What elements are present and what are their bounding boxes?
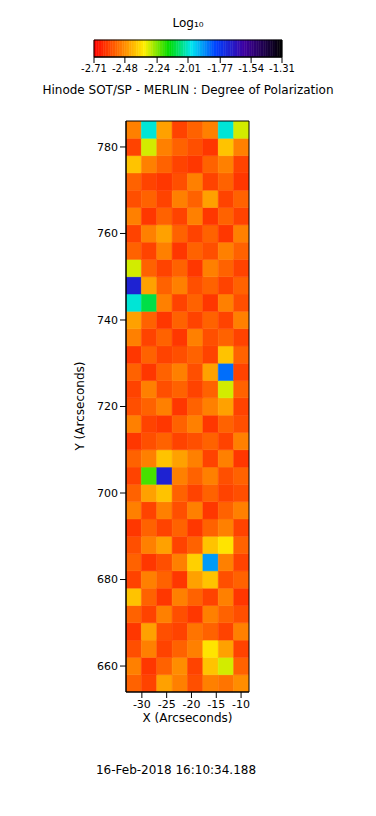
svg-text:-1.77: -1.77: [207, 63, 233, 74]
svg-text:-20: -20: [182, 698, 200, 711]
svg-text:780: 780: [97, 141, 118, 154]
svg-text:-1.54: -1.54: [238, 63, 264, 74]
svg-text:-10: -10: [232, 698, 250, 711]
svg-text:760: 760: [97, 227, 118, 240]
svg-text:-2.48: -2.48: [112, 63, 138, 74]
html-text:Y (Arcseconds): Y (Arcseconds): [73, 361, 87, 451]
svg-text:-2.24: -2.24: [144, 63, 170, 74]
svg-text:680: 680: [97, 573, 118, 586]
html-text:Hinode SOT/SP - MERLIN : Degre: Hinode SOT/SP - MERLIN : Degree of Polar…: [42, 83, 334, 97]
svg-text:-30: -30: [133, 698, 151, 711]
svg-text:720: 720: [97, 400, 118, 413]
svg-text:-25: -25: [158, 698, 176, 711]
svg-text:-2.01: -2.01: [175, 63, 201, 74]
svg-text:740: 740: [97, 314, 118, 327]
html-text:16-Feb-2018 16:10:34.188: 16-Feb-2018 16:10:34.188: [95, 763, 257, 777]
svg-text:660: 660: [97, 660, 118, 673]
svg-text:-1.31: -1.31: [269, 63, 295, 74]
html-text:X (Arcseconds): X (Arcseconds): [142, 711, 233, 725]
svg-text:-15: -15: [207, 698, 225, 711]
html-text:Log₁₀: Log₁₀: [172, 16, 204, 30]
svg-text:700: 700: [97, 487, 118, 500]
svg-text:-2.71: -2.71: [81, 63, 107, 74]
